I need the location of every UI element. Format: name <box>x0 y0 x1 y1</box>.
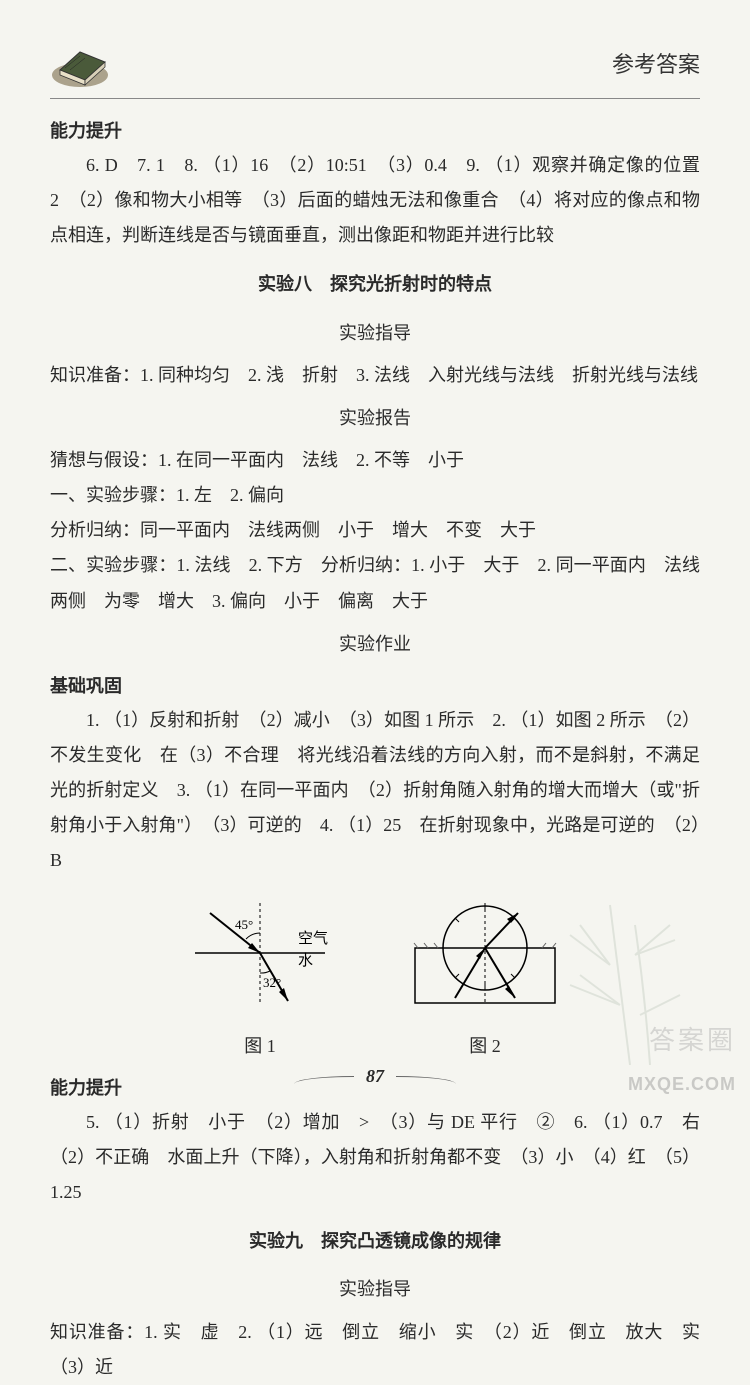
experiment-8-title: 实验八 探究光折射时的特点 <box>50 267 700 301</box>
figure-1-caption: 图 1 <box>180 1029 340 1063</box>
answers-block-1: 6. D 7. 1 8. （1）16 （2）10:51 （3）0.4 9. （1… <box>50 148 700 253</box>
section-ability-1: 能力提升 <box>50 114 700 148</box>
experiment-9-title: 实验九 探究凸透镜成像的规律 <box>50 1224 700 1258</box>
exp8-l3: 一、实验步骤：1. 左 2. 偏向 <box>50 478 700 513</box>
exp8-l4: 分析归纳：同一平面内 法线两侧 小于 增大 不变 大于 <box>50 513 700 548</box>
book-icon <box>50 40 120 90</box>
figure-1-block: 45° 32° 空气 水 图 1 <box>180 893 340 1062</box>
watermark-en: MXQE.COM <box>628 1067 736 1101</box>
figure-1-diagram: 45° 32° 空气 水 <box>180 893 340 1013</box>
header-title: 参考答案 <box>612 44 700 86</box>
answers-block-3: 5. （1）折射 小于 （2）增加 > （3）与 DE 平行 ② 6. （1）0… <box>50 1105 700 1210</box>
exp8-sub2: 实验报告 <box>50 401 700 435</box>
exp8-l1: 知识准备：1. 同种均匀 2. 浅 折射 3. 法线 入射光线与法线 折射光线与… <box>50 358 700 393</box>
page-header: 参考答案 <box>50 40 700 99</box>
exp9-l1: 知识准备：1. 实 虚 2. （1）远 倒立 缩小 实 （2）近 倒立 放大 实… <box>50 1315 700 1385</box>
fig1-water-label: 水 <box>298 952 313 969</box>
fig1-air-label: 空气 <box>298 930 328 947</box>
answers-block-2: 1. （1）反射和折射 （2）减小 （3）如图 1 所示 2. （1）如图 2 … <box>50 703 700 878</box>
watermark-zh: 答案圈 <box>649 1016 736 1065</box>
exp8-sub3: 实验作业 <box>50 627 700 661</box>
fig1-angle-bottom: 32° <box>263 975 281 990</box>
exp8-l5: 二、实验步骤：1. 法线 2. 下方 分析归纳：1. 小于 大于 2. 同一平面… <box>50 548 700 618</box>
exp8-l2: 猜想与假设：1. 在同一平面内 法线 2. 不等 小于 <box>50 443 700 478</box>
section-basic: 基础巩固 <box>50 669 700 703</box>
fig1-angle-top: 45° <box>235 917 253 932</box>
exp8-sub1: 实验指导 <box>50 316 700 350</box>
exp9-sub1: 实验指导 <box>50 1272 700 1306</box>
page-number: 87 <box>354 1059 396 1093</box>
